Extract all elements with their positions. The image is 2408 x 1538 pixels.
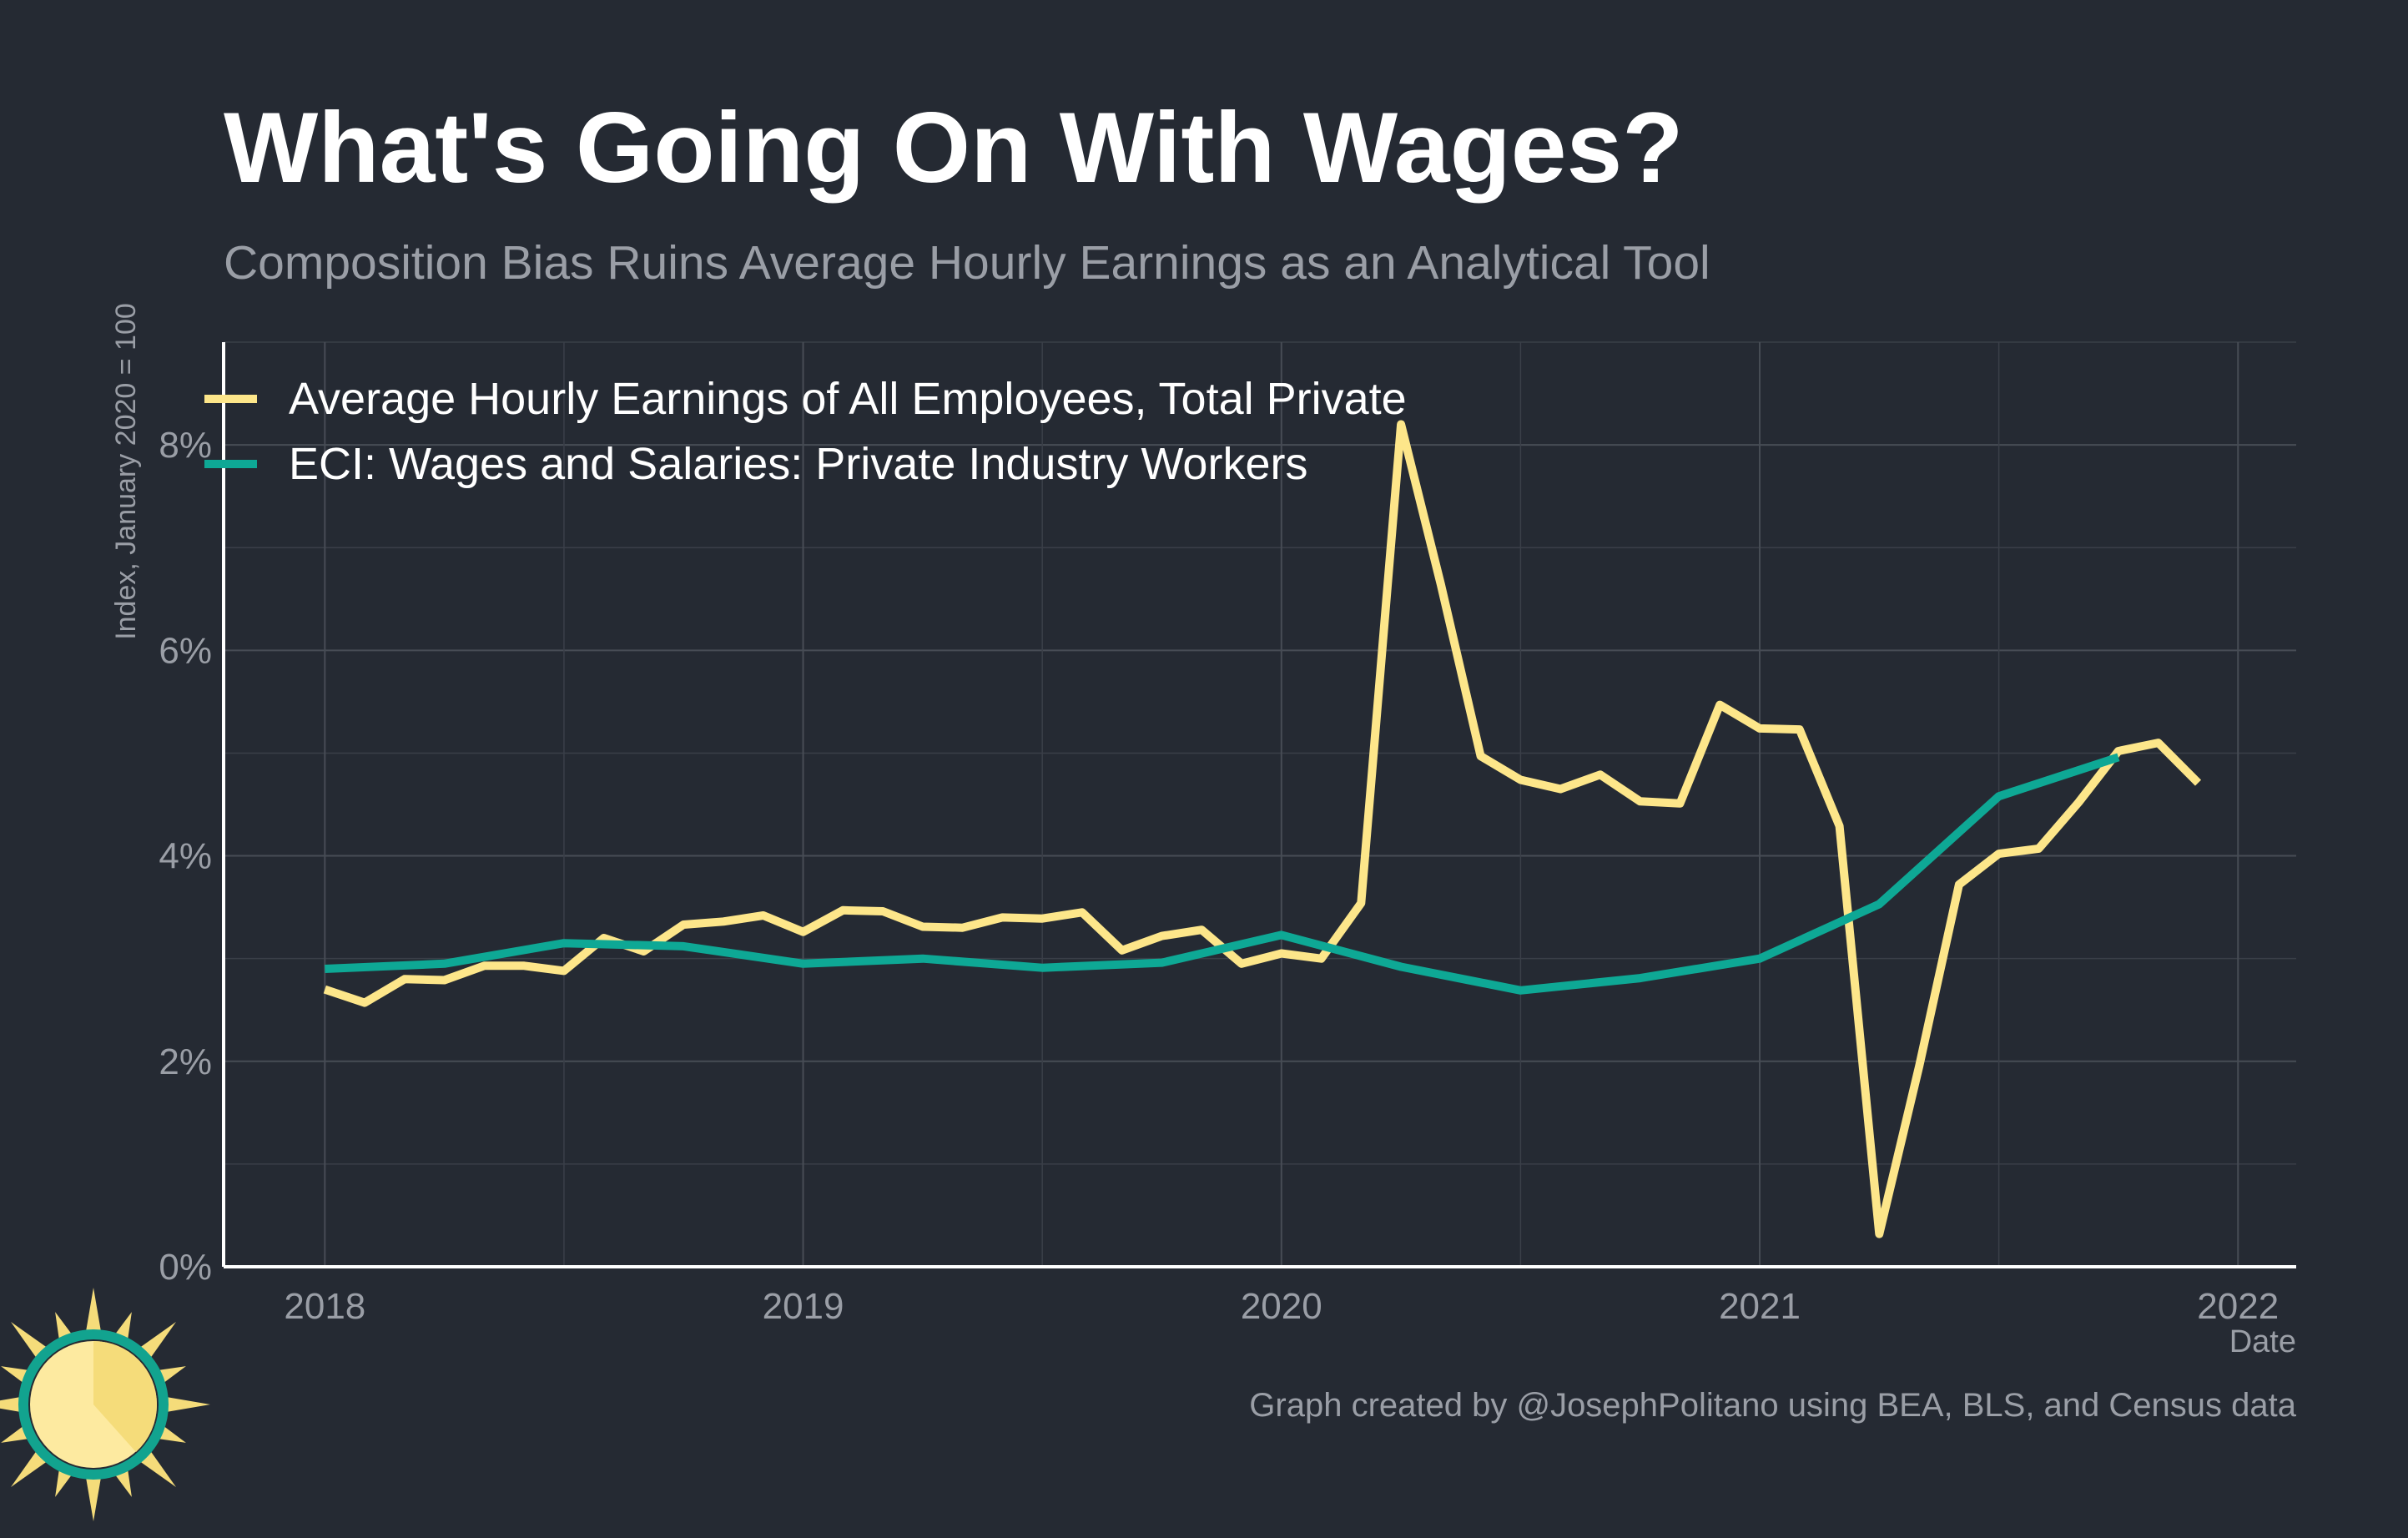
sun-shade-icon: [93, 1341, 158, 1452]
series-lines: [323, 420, 2202, 1238]
sun-ray-icon: [84, 1288, 103, 1339]
sun-logo-icon: [0, 1288, 210, 1521]
y-tick-label: 8%: [159, 425, 212, 466]
y-tick-label: 6%: [159, 630, 212, 671]
legend-label: ECI: Wages and Salaries: Private Industr…: [289, 439, 1307, 489]
x-tick-label: 2020: [1241, 1286, 1322, 1327]
grid-lines: [224, 341, 2296, 1267]
x-tick-labels: 2018 2019 2020 2021 2022: [284, 1286, 2279, 1327]
series-line-1: [323, 420, 2202, 1238]
y-tick-label: 4%: [159, 836, 212, 877]
y-tick-label: 0%: [159, 1247, 212, 1288]
x-tick-label: 2021: [1719, 1286, 1801, 1327]
chart-title: What's Going On With Wages?: [224, 92, 1684, 204]
series-line-2: [325, 753, 2120, 995]
x-tick-label: 2018: [284, 1286, 365, 1327]
x-axis-title: Date: [2229, 1324, 2296, 1359]
chart-subtitle: Composition Bias Ruins Average Hourly Ea…: [224, 236, 1710, 290]
y-tick-labels: 0% 2% 4% 6% 8%: [159, 425, 212, 1288]
sun-ray-icon: [159, 1395, 210, 1414]
legend-label: Average Hourly Earnings of All Employees…: [289, 374, 1407, 424]
sun-ray-icon: [84, 1470, 103, 1521]
axes: [222, 342, 2296, 1268]
sun-ring-icon: [18, 1329, 169, 1480]
source-caption: Graph created by @JosephPolitano using B…: [1249, 1387, 2296, 1424]
x-tick-label: 2022: [2197, 1286, 2279, 1327]
legend: Average Hourly Earnings of All Employees…: [204, 374, 1407, 489]
y-tick-label: 2%: [159, 1041, 212, 1082]
x-tick-label: 2019: [763, 1286, 844, 1327]
y-axis-title: Index, January 2020 = 100: [110, 303, 142, 640]
